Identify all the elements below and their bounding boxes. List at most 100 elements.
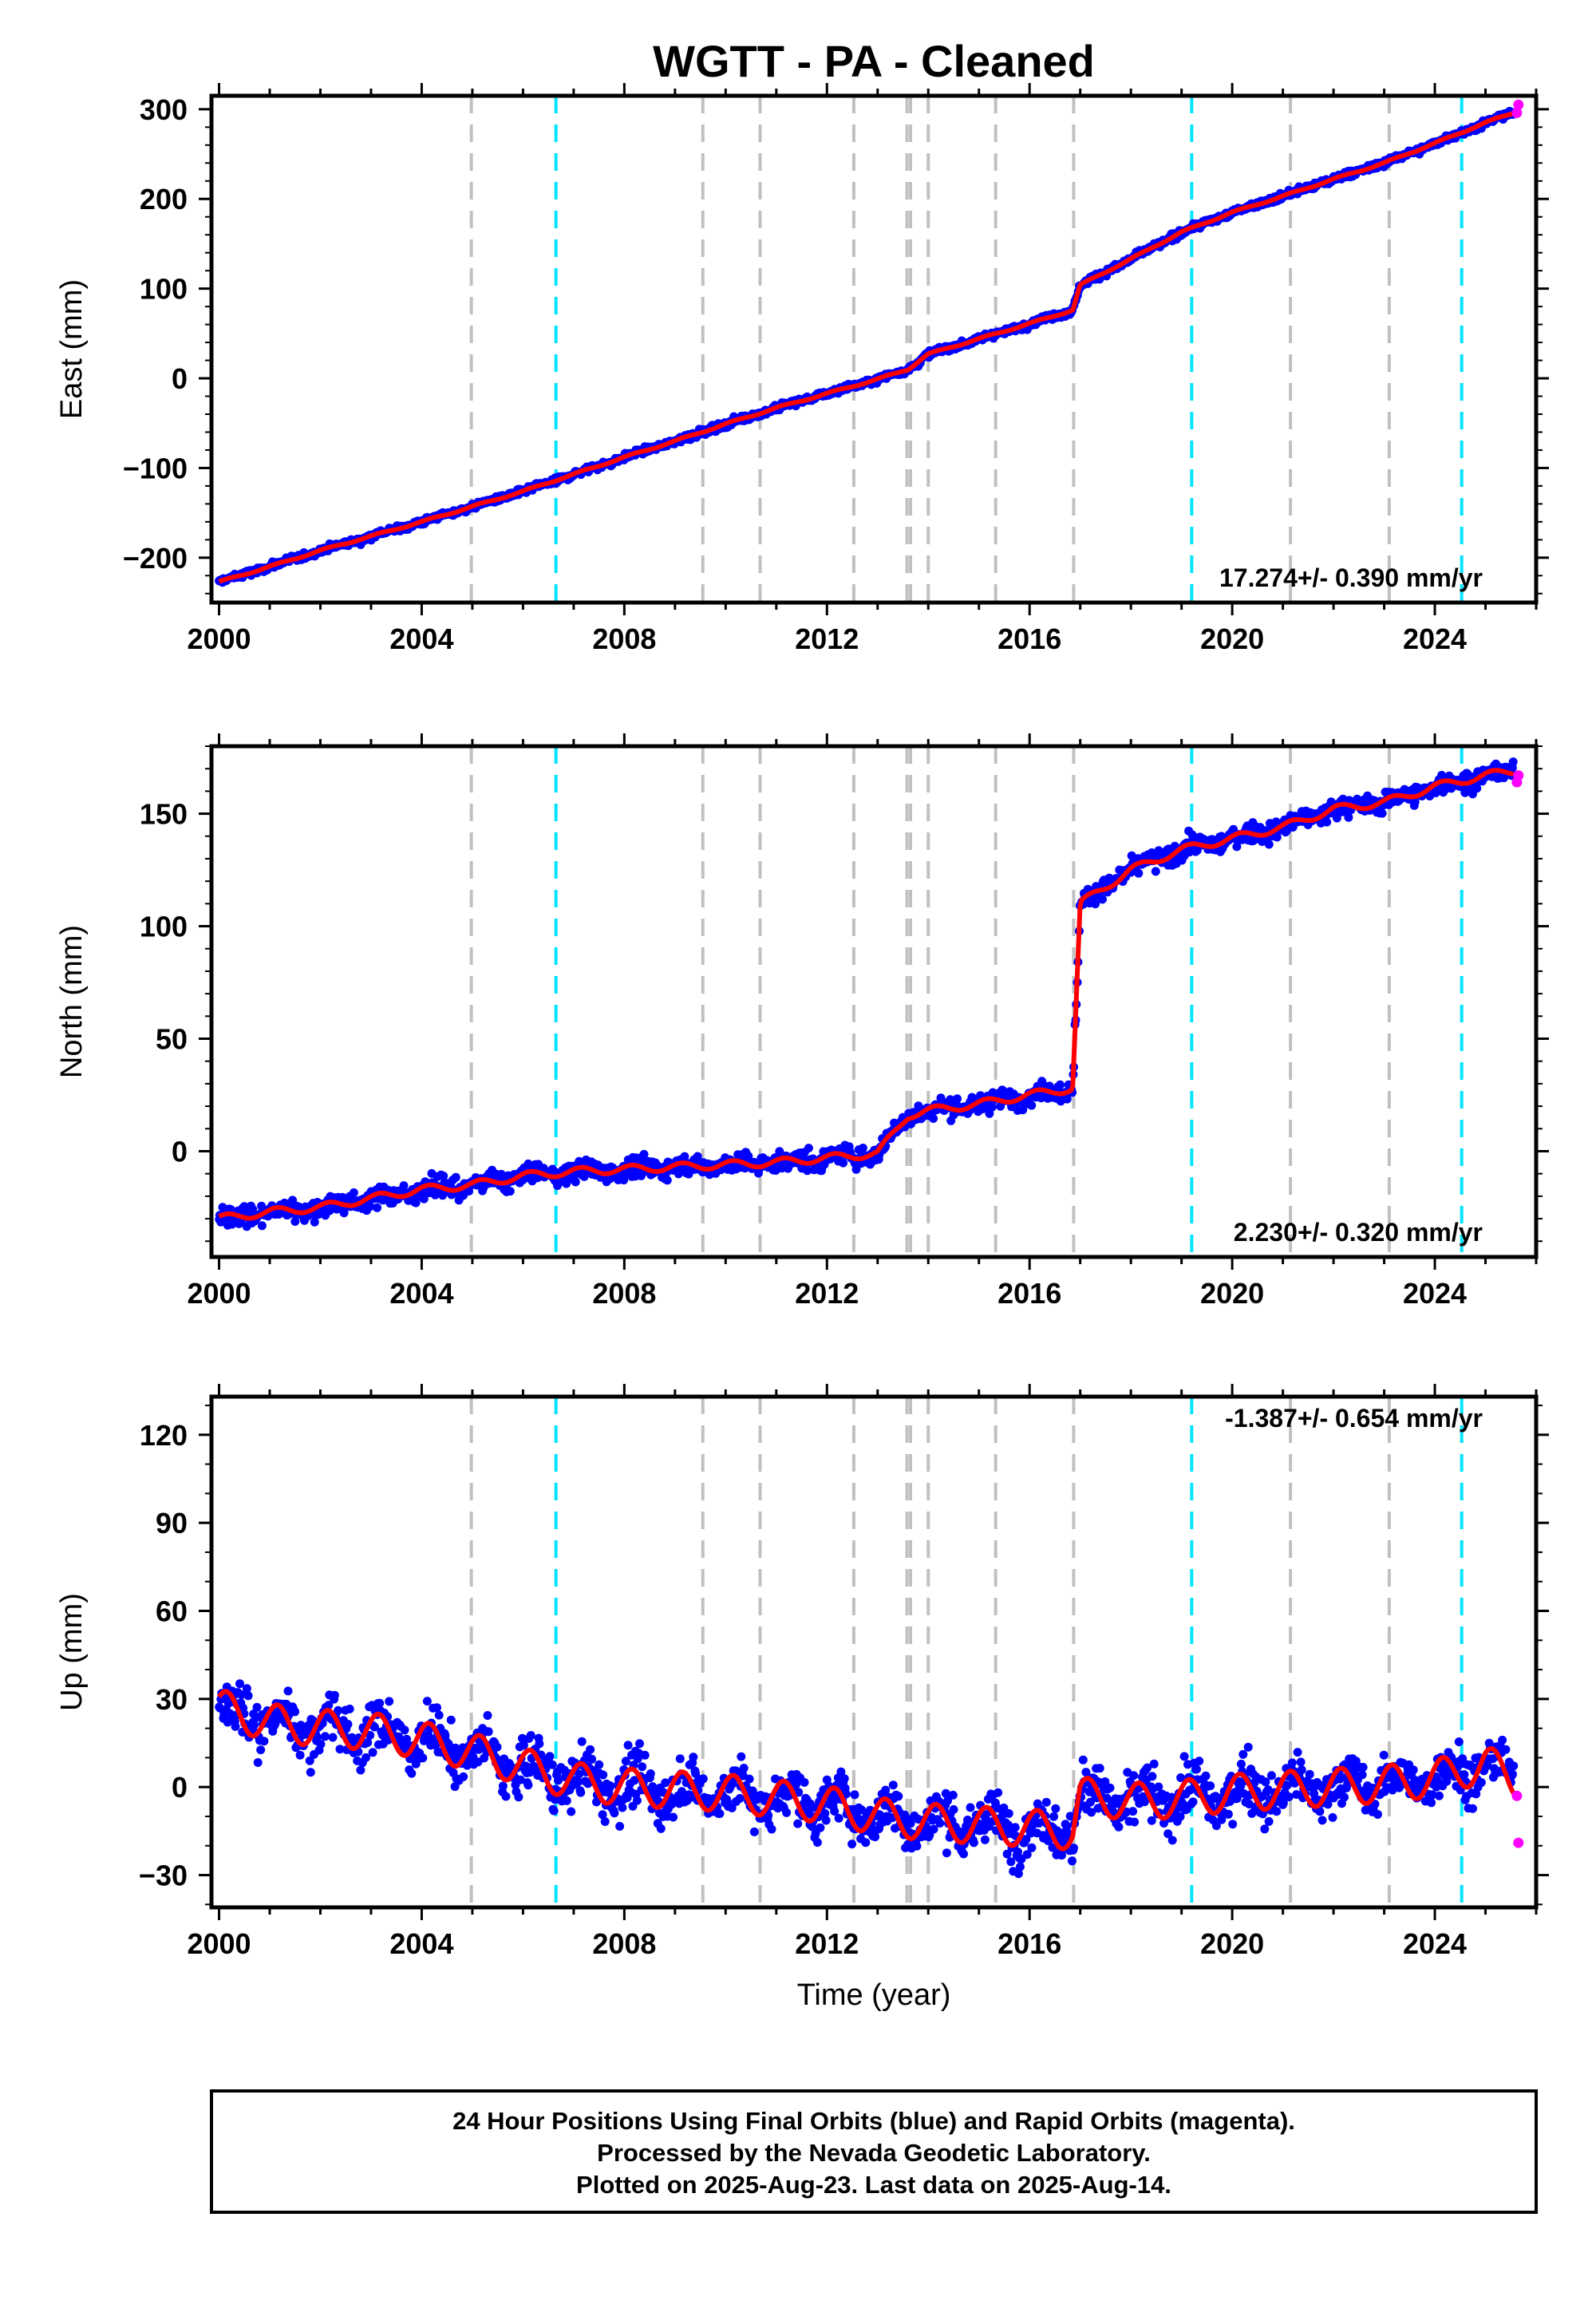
final-orbit-point [888,1780,898,1790]
final-orbit-point [1468,1804,1477,1813]
final-orbit-point [1328,1812,1337,1822]
final-orbit-point [526,1731,535,1740]
final-orbit-point [316,1740,326,1749]
x-axis-label: Time (year) [797,1978,951,2012]
final-orbit-point [1027,1843,1037,1852]
final-orbit-point [1498,1735,1507,1745]
x-tick-label: 2016 [998,1927,1061,1960]
final-orbit-point [492,1742,502,1752]
x-tick-label: 2004 [389,1927,453,1960]
y-tick-label: 60 [156,1595,188,1628]
final-orbit-point [929,1114,938,1123]
final-orbit-point [1243,1742,1253,1752]
final-orbit-point [1105,1783,1115,1792]
y-axis-label: East (mm) [55,279,89,419]
final-orbits-points [215,1679,1519,1879]
final-orbit-point [735,1793,745,1803]
final-orbit-point [248,1204,258,1214]
x-tick-label: 2024 [1403,622,1467,655]
x-tick-label: 2020 [1200,1277,1264,1310]
rapid-orbit-point [1511,1790,1523,1801]
final-orbit-point [1501,1745,1511,1754]
final-orbit-point [1147,1816,1156,1825]
final-orbit-point [257,1221,267,1231]
final-orbit-point [1340,1792,1349,1802]
final-orbit-point [812,1838,822,1848]
final-orbit-point [1015,1862,1025,1871]
x-tick-label: 2024 [1403,1927,1467,1960]
final-orbit-point [1179,1752,1189,1761]
final-orbit-point [640,1750,650,1760]
final-orbit-point [804,1144,813,1153]
final-orbit-point [1129,1771,1139,1780]
final-orbit-point [646,1769,655,1778]
final-orbit-point [385,1697,394,1706]
final-orbit-point [638,1762,647,1772]
final-orbits-points [215,106,1518,587]
y-tick-label: 0 [172,1135,188,1168]
final-orbit-point [1322,817,1332,827]
final-orbit-point [615,1821,625,1831]
final-orbit-point [310,1217,319,1227]
final-orbit-point [356,1765,365,1775]
final-orbit-point [253,1758,263,1767]
final-orbit-point [571,1177,580,1187]
final-orbit-point [1344,812,1353,822]
final-orbit-point [1098,895,1107,904]
final-orbit-point [1206,1781,1215,1791]
panel-1: 2000 2004 2008 2012 2016 2020 2024150100500Nor… [55,733,1549,1310]
final-orbit-point [328,1733,338,1742]
final-orbit-point [959,1849,968,1859]
final-orbit-point [295,1750,305,1760]
final-orbit-point [407,1769,417,1778]
y-tick-label: 30 [156,1683,188,1716]
y-tick-label: 0 [172,1771,188,1804]
footer-line-2: Processed by the Nevada Geodetic Laborat… [597,2139,1151,2167]
final-orbit-point [737,1752,746,1761]
final-orbit-point [1272,1807,1282,1816]
y-axis-label: Up (mm) [55,1593,89,1711]
final-orbit-point [969,1838,978,1848]
final-orbit-point [1357,1770,1367,1780]
final-orbit-point [422,1697,432,1706]
final-orbit-point [1188,1797,1198,1807]
final-orbit-point [235,1679,244,1689]
final-orbit-point [325,1206,334,1215]
rapid-orbit-point [1513,770,1524,781]
final-orbit-point [1287,1758,1297,1768]
rate-annotation: 2.230+/- 0.320 mm/yr [1234,1218,1483,1247]
y-tick-label: 300 [140,93,188,126]
final-orbit-point [1192,1765,1201,1774]
final-orbit-point [256,1745,266,1755]
final-orbit-point [1201,1771,1211,1780]
final-orbit-point [446,1715,456,1725]
final-orbit-point [498,1781,508,1791]
final-orbit-point [1508,1769,1517,1779]
footer-line-1: 24 Hour Positions Using Final Orbits (bl… [452,2107,1295,2135]
final-orbit-point [803,1166,812,1176]
panel-frame [209,744,1539,1259]
final-orbit-point [545,1752,555,1761]
final-orbit-point [283,1686,293,1696]
final-orbit-point [439,1172,448,1180]
plot-area [215,1397,1524,1907]
final-orbit-point [1130,1817,1140,1827]
final-orbit-point [1460,1770,1469,1780]
final-orbit-point [576,1788,586,1797]
final-orbit-point [606,1174,615,1184]
panel-0: 2000 2004 2008 2012 2016 2020 20243002001000−1… [55,83,1549,655]
footer-box: 24 Hour Positions Using Final Orbits (bl… [210,2089,1538,2214]
final-orbit-point [1148,1772,1157,1781]
final-orbit-point [306,1768,315,1777]
final-orbit-point [501,1792,511,1801]
final-orbit-point [535,1739,544,1749]
final-orbit-point [966,1803,975,1812]
final-orbit-point [1051,1804,1061,1813]
final-orbit-point [1293,1748,1302,1757]
final-orbit-point [610,1808,619,1818]
final-orbit-point [562,1796,571,1805]
final-orbit-point [451,1172,460,1182]
final-orbit-point [290,1217,300,1226]
final-orbit-point [483,1711,492,1720]
final-orbit-point [605,1781,614,1790]
